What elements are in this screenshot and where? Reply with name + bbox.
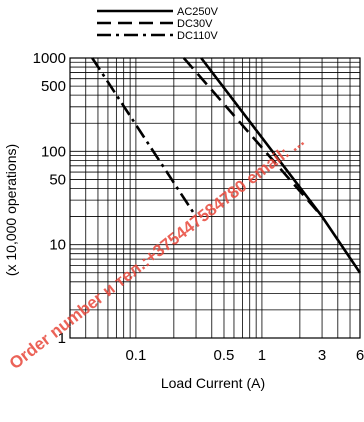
y-tick-label: 100 — [41, 143, 66, 160]
x-tick-label: 1 — [258, 347, 266, 364]
x-tick-label: 0.1 — [125, 347, 146, 364]
legend-label: DC30V — [177, 18, 213, 30]
x-tick-label: 6 — [356, 347, 364, 364]
x-tick-label: 0.5 — [214, 347, 235, 364]
y-tick-label: 10 — [49, 237, 66, 254]
legend-label: AC250V — [177, 6, 219, 18]
y-tick-label: 1 — [58, 330, 66, 347]
watermark-text: Order number и тел.:+375447584780 email:… — [6, 131, 308, 373]
series-lines — [91, 57, 362, 274]
x-tick-labels: 0.1 0.5 1 3 6 — [125, 347, 364, 364]
x-tick-label: 3 — [318, 347, 326, 364]
y-axis-label: (x 10,000 operations) — [3, 144, 19, 276]
y-tick-label: 500 — [41, 78, 66, 95]
x-axis-label: Load Current (A) — [161, 375, 265, 391]
y-tick-labels: 1 10 50 100 500 1000 — [33, 50, 66, 347]
y-tick-label: 1000 — [33, 50, 66, 67]
legend-label: DC110V — [177, 30, 218, 42]
plot-frame — [69, 57, 361, 339]
series-line-dc110v — [91, 57, 198, 218]
grid — [70, 58, 360, 338]
series-line-dc30v — [182, 57, 324, 218]
y-tick-label: 50 — [49, 171, 66, 188]
